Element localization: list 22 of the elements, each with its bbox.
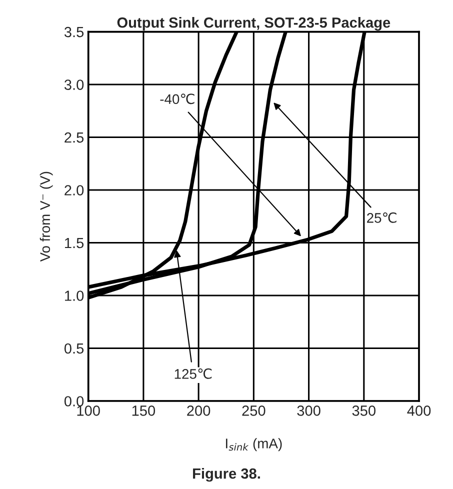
chart-title: Output Sink Current, SOT-23-5 Package [117, 17, 390, 31]
x-tick-label: 350 [352, 406, 376, 416]
y-axis-title: Vo from V⁻ (V) [40, 172, 53, 262]
x-axis-title: I$_{sink}$ (mA) [226, 438, 282, 452]
y-tick-label: 3.0 [64, 80, 84, 90]
x-tick-label: 400 [407, 406, 431, 416]
x-tick-label: 250 [242, 406, 266, 416]
y-tick-label: 0.5 [64, 343, 84, 354]
y-tick-label: 2.5 [64, 132, 84, 143]
annotation: 25℃ [367, 212, 396, 223]
y-tick-label: 3.5 [64, 26, 84, 38]
caption: Figure 38. [193, 468, 260, 482]
x-tick-label: 100 [77, 406, 100, 416]
x-tick-label: 150 [132, 406, 156, 416]
x-tick-label: 300 [297, 406, 320, 416]
annotation: -40℃ [160, 94, 194, 104]
annotation: 125℃ [174, 368, 212, 379]
y-tick-label: 1.0 [65, 290, 84, 301]
y-tick-label: 0.0 [64, 396, 84, 406]
y-tick-label: 2.0 [64, 185, 84, 196]
y-tick-label: 1.5 [65, 238, 84, 248]
x-tick-label: 200 [187, 406, 210, 416]
